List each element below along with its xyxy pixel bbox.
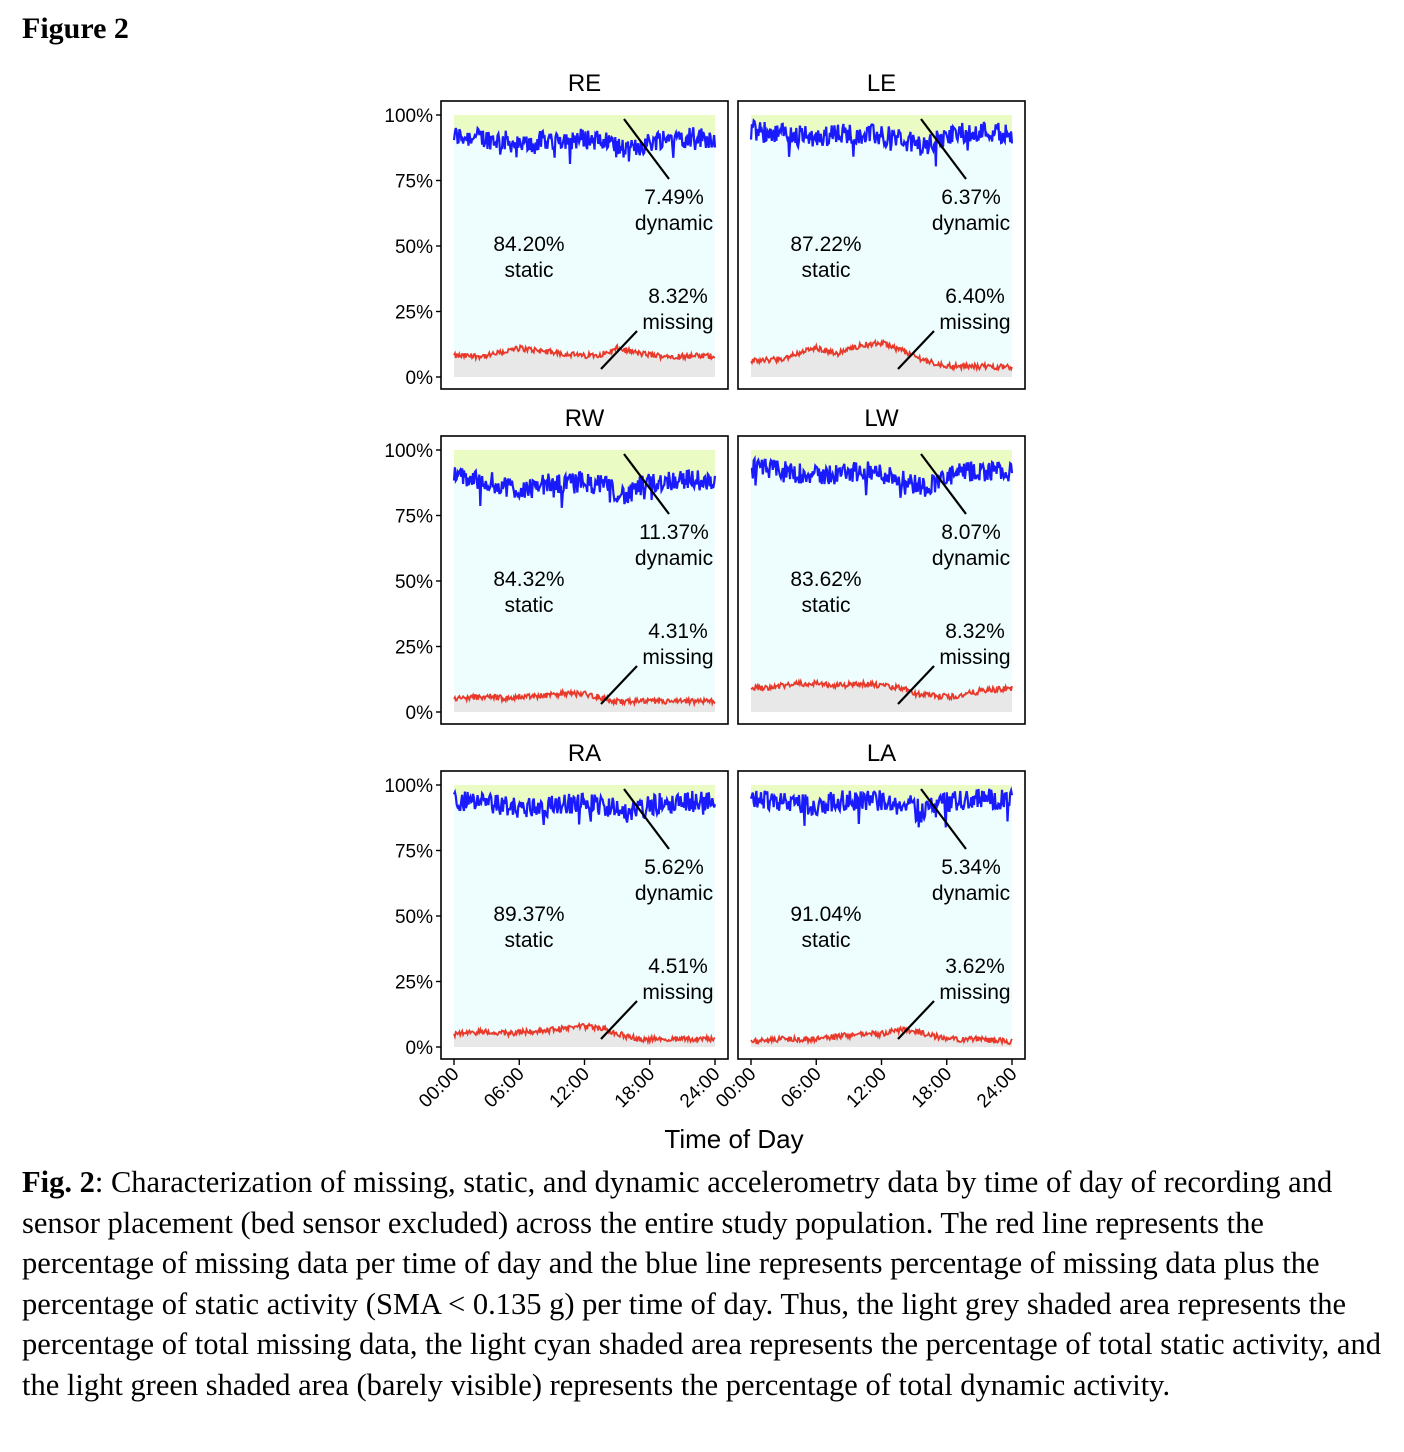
panel-title: LW [864, 405, 899, 432]
x-tick-label: 06:00 [480, 1064, 528, 1112]
caption-label: Fig. 2 [22, 1165, 95, 1199]
dynamic-leader-line [920, 788, 967, 850]
annotation-missing: 4.51% missing [642, 955, 713, 1004]
static-area [751, 788, 1012, 1047]
figure-title: Figure 2 [22, 12, 129, 45]
annotation-dynamic: 5.34% dynamic [932, 856, 1010, 905]
missing-line [750, 338, 1013, 373]
x-tick-label: 00:00 [415, 1064, 463, 1112]
y-tick-label: 75% [395, 842, 433, 863]
static-area [751, 458, 1012, 712]
dynamic-leader-line [920, 118, 967, 180]
figure-panels: RE 0% 25% 50% 75% 100% 84.20% static 7.49% dynami… [384, 70, 1026, 1154]
static-plus-missing-line [452, 788, 717, 825]
x-tick-label: 00:00 [712, 1064, 760, 1112]
y-tick-label: 25% [395, 303, 433, 324]
y-tick-label: 0% [406, 703, 434, 724]
static-plus-missing-line [749, 118, 1014, 167]
annotation-dynamic: 6.37% dynamic [932, 186, 1010, 235]
static-plus-missing-line [452, 125, 717, 164]
missing-line [453, 1021, 716, 1046]
missing-leader-line [600, 330, 638, 370]
y-tick-label: 25% [395, 638, 433, 659]
x-tick-label: 24:00 [676, 1064, 724, 1112]
dynamic-leader-line [623, 118, 670, 180]
missing-area [751, 681, 1012, 712]
panel-ra: RA 0% 25% 50% 75% 100% 00:00 06:00 12:00 18:00 24:… [384, 740, 729, 1112]
y-tick-label: 0% [406, 1038, 434, 1059]
x-tick-label: 12:00 [843, 1064, 891, 1112]
panel-re: RE 0% 25% 50% 75% 100% 84.20% static 7.49% dynami… [384, 70, 729, 390]
y-tick-label: 100% [384, 441, 433, 462]
panel-title: LA [867, 740, 896, 767]
y-tick-label: 50% [395, 572, 433, 593]
y-tick-label: 50% [395, 907, 433, 928]
x-tick-label: 06:00 [777, 1064, 825, 1112]
caption-text: : Characterization of missing, static, a… [22, 1165, 1381, 1402]
annotation-dynamic: 8.07% dynamic [932, 521, 1010, 570]
x-axis-label: Time of Day [664, 1124, 803, 1154]
annotation-missing: 8.32% missing [642, 285, 713, 334]
panel-rw: RW 0% 25% 50% 75% 100% 84.32% static 11.37% dynam… [384, 405, 729, 725]
missing-leader-line [897, 330, 935, 370]
annotation-dynamic: 11.37% dynamic [635, 521, 713, 570]
y-tick-label: 0% [406, 368, 434, 389]
y-tick-label: 75% [395, 172, 433, 193]
missing-line [453, 342, 716, 363]
y-tick-label: 50% [395, 237, 433, 258]
annotation-dynamic: 7.49% dynamic [635, 186, 713, 235]
missing-leader-line [600, 665, 638, 705]
panel-border [737, 435, 1026, 725]
y-tick-label: 100% [384, 776, 433, 797]
dynamic-leader-line [623, 453, 670, 515]
missing-area [454, 1023, 715, 1047]
panel-border [440, 100, 729, 390]
missing-leader-line [600, 1000, 638, 1040]
y-tick-label: 75% [395, 507, 433, 528]
panel-title: LE [867, 70, 896, 97]
static-area [454, 467, 715, 712]
missing-leader-line [897, 665, 935, 705]
annotation-missing: 4.31% missing [642, 620, 713, 669]
x-tick-label: 18:00 [908, 1064, 956, 1112]
annotation-missing: 6.40% missing [939, 285, 1010, 334]
panel-border [440, 435, 729, 725]
missing-area [751, 1027, 1012, 1047]
annotation-dynamic: 5.62% dynamic [635, 856, 713, 905]
y-tick-label: 100% [384, 106, 433, 127]
dynamic-leader-line [920, 453, 967, 515]
static-area [454, 790, 715, 1047]
annotation-static: 84.20% static [493, 233, 564, 282]
annotation-static: 87.22% static [790, 233, 861, 282]
missing-line [750, 1025, 1013, 1047]
panel-border [737, 100, 1026, 390]
static-plus-missing-line [452, 466, 717, 508]
annotation-missing: 3.62% missing [939, 955, 1010, 1004]
missing-line [453, 687, 716, 708]
panel-title: RW [565, 405, 605, 432]
annotation-static: 91.04% static [790, 903, 861, 952]
static-area [751, 120, 1012, 377]
x-tick-label: 24:00 [973, 1064, 1021, 1112]
x-tick-label: 18:00 [611, 1064, 659, 1112]
missing-leader-line [897, 1000, 935, 1040]
annotation-static: 89.37% static [493, 903, 564, 952]
missing-line [750, 678, 1013, 702]
figure-caption: Fig. 2: Characterization of missing, sta… [22, 1162, 1392, 1405]
static-plus-missing-line [750, 454, 1014, 498]
x-tick-label: 12:00 [546, 1064, 594, 1112]
panel-lw: LW 83.62% static 8.07% dynamic 8.32% missing [737, 405, 1026, 725]
annotation-missing: 8.32% missing [939, 620, 1010, 669]
annotation-static: 83.62% static [790, 568, 861, 617]
static-area [454, 127, 715, 377]
dynamic-leader-line [623, 788, 670, 850]
panel-title: RE [568, 70, 601, 97]
panel-le: LE 87.22% static 6.37% dynamic 6.40% missing [737, 70, 1026, 390]
annotation-static: 84.32% static [493, 568, 564, 617]
panel-title: RA [568, 740, 601, 767]
static-plus-missing-line [749, 786, 1014, 828]
y-tick-label: 25% [395, 973, 433, 994]
panel-la: LA 00:00 06:00 12:00 18:00 24:00 91.04% static 5… [712, 740, 1026, 1112]
